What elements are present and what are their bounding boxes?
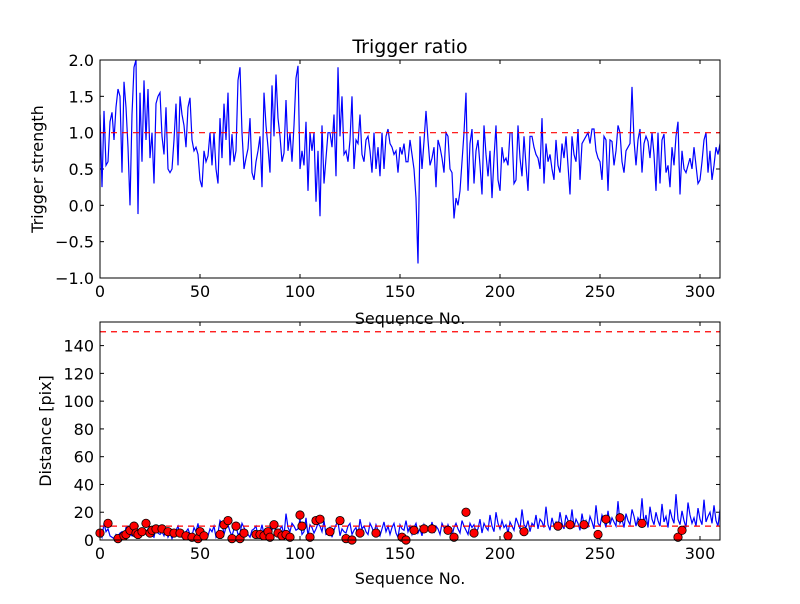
bottom-x-tick-label: 50 — [190, 544, 210, 563]
bottom-y-tick-label: 120 — [63, 364, 94, 383]
bottom-data-point — [673, 532, 683, 542]
bottom-chart: 0 50 100 150 200 250 300 0 20 40 60 80 100 120 140 Seq… — [36, 321, 721, 588]
bottom-data-point — [427, 524, 437, 534]
bottom-y-tick-label: 140 — [63, 337, 94, 356]
bottom-x-tick-label: 0 — [95, 544, 105, 563]
top-x-tick-label: 300 — [685, 282, 716, 301]
top-x-tick-label: 50 — [190, 282, 210, 301]
bottom-x-axis-label: Sequence No. — [355, 569, 466, 588]
bottom-y-tick-label: 20 — [74, 503, 94, 522]
bottom-data-point — [615, 513, 625, 523]
bottom-data-point — [295, 510, 305, 520]
top-y-tick-label: −0.5 — [55, 233, 94, 252]
top-y-tick-label: 0.5 — [69, 160, 94, 179]
bottom-data-point — [297, 521, 307, 531]
bottom-data-point — [503, 531, 513, 541]
top-y-tick-label: 1.5 — [69, 87, 94, 106]
bottom-x-tick-label: 300 — [685, 544, 716, 563]
top-x-tick-label: 100 — [285, 282, 316, 301]
bottom-y-tick-label: 80 — [74, 420, 94, 439]
bottom-data-point — [231, 521, 241, 531]
bottom-data-point — [335, 515, 345, 526]
bottom-y-axis-label: Distance [pix] — [36, 375, 55, 487]
bottom-y-tick-label: 100 — [63, 392, 94, 411]
top-y-tick-label: −1.0 — [55, 269, 94, 288]
top-x-tick-label: 0 — [95, 282, 105, 301]
top-series-line — [100, 60, 720, 264]
bottom-data-point — [449, 532, 459, 542]
bottom-data-point — [223, 515, 233, 526]
top-plot-area: 0 50 100 150 200 250 300 −1.0 −0.5 0.0 0.5 1.0 1.5 2.… — [55, 51, 720, 301]
top-chart-title: Trigger ratio — [351, 36, 467, 58]
bottom-data-point — [285, 532, 295, 542]
top-x-axis-label: Sequence No. — [355, 309, 466, 328]
bottom-data-point — [443, 525, 453, 535]
bottom-data-point — [469, 528, 479, 538]
bottom-y-tick-label: 40 — [74, 475, 94, 494]
top-y-axis-label: Trigger strength — [28, 105, 47, 234]
bottom-data-point — [325, 527, 335, 537]
bottom-data-point — [141, 518, 151, 528]
bottom-data-point — [137, 527, 147, 537]
top-y-tick-label: 1.0 — [69, 124, 94, 143]
bottom-x-tick-label: 200 — [485, 544, 516, 563]
bottom-data-point — [305, 532, 315, 542]
bottom-x-tick-label: 250 — [585, 544, 616, 563]
bottom-data-point — [265, 532, 275, 542]
bottom-data-point — [371, 528, 381, 538]
top-y-tick-label: 2.0 — [69, 51, 94, 70]
bottom-data-point — [409, 525, 419, 535]
top-x-tick-label: 250 — [585, 282, 616, 301]
bottom-data-point — [637, 518, 647, 528]
bottom-y-tick-label: 0 — [84, 531, 94, 550]
bottom-y-tick-label: 60 — [74, 448, 94, 467]
top-chart: Trigger ratio 0 50 100 150 200 250 300 −1.0 −0.5… — [28, 36, 721, 328]
top-series-group — [100, 60, 720, 264]
bottom-data-point — [419, 524, 429, 534]
bottom-x-tick-label: 100 — [285, 544, 316, 563]
bottom-data-point — [103, 518, 113, 528]
bottom-data-point — [227, 534, 237, 544]
bottom-plot-frame — [99, 321, 721, 541]
bottom-data-point — [519, 527, 529, 537]
bottom-data-point — [677, 525, 687, 535]
bottom-data-point — [461, 507, 471, 517]
top-x-tick-label: 200 — [485, 282, 516, 301]
bottom-data-point — [199, 531, 209, 541]
bottom-data-point — [553, 521, 563, 531]
bottom-x-tick-label: 150 — [385, 544, 416, 563]
top-x-tick-label: 150 — [385, 282, 416, 301]
bottom-plot-area: 0 50 100 150 200 250 300 0 20 40 60 80 100 120 140 — [63, 322, 720, 563]
bottom-data-point — [579, 520, 589, 530]
bottom-data-point — [239, 528, 249, 538]
bottom-data-point — [565, 520, 575, 530]
top-y-tick-label: 0.0 — [69, 196, 94, 215]
bottom-data-point — [269, 520, 279, 530]
bottom-data-point — [215, 529, 225, 540]
bottom-data-point — [593, 529, 603, 540]
bottom-data-point — [355, 528, 365, 538]
bottom-data-point — [601, 514, 611, 524]
top-plot-frame — [99, 59, 721, 279]
bottom-data-point — [315, 514, 325, 524]
